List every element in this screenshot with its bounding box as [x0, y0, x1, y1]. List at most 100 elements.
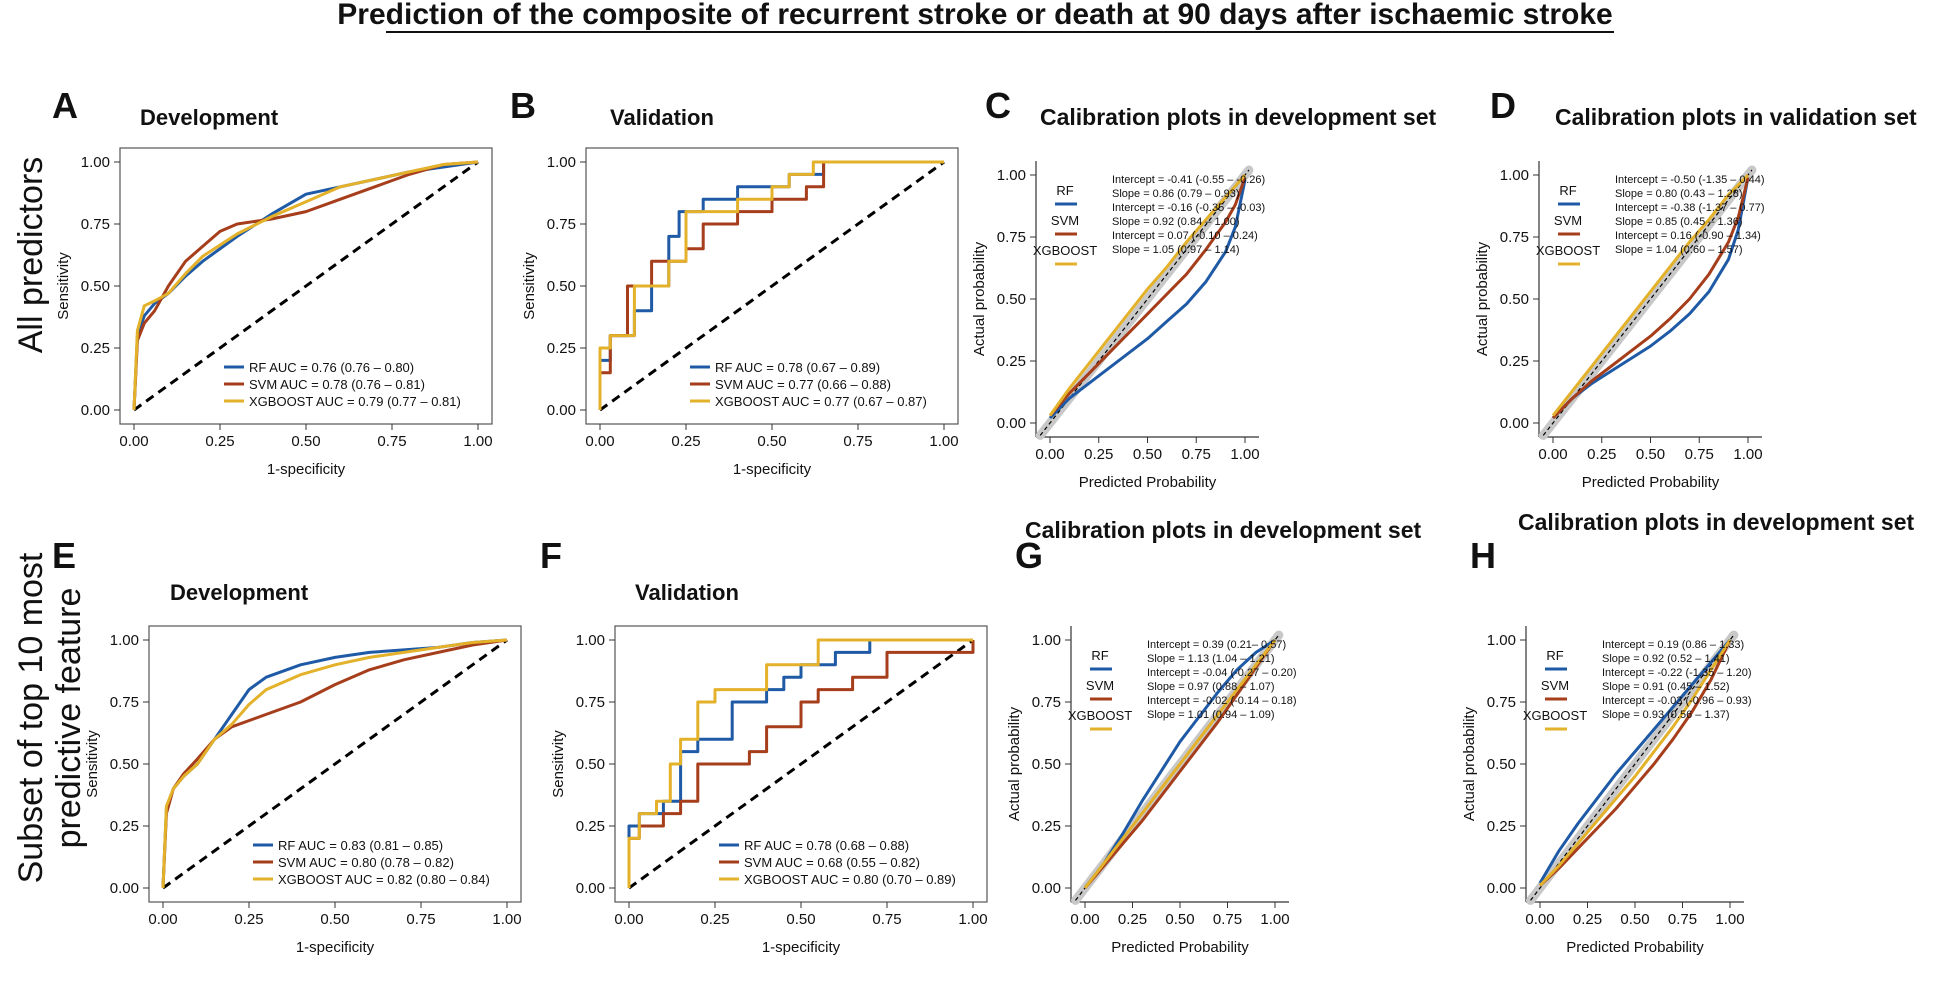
panel-g-title: Calibration plots in development set	[1025, 517, 1422, 543]
panel-g-ytick-label: 0.50	[1032, 756, 1061, 773]
row-label-subset-line1: Subset of top 10 most	[12, 552, 50, 883]
panel-a-ytick-label: 1.00	[81, 154, 110, 171]
panel-h-ylabel: Actual probability	[1461, 706, 1478, 821]
panel-a: A Development 0.00 0.00 0.25 0.25 0.50 0.50 0.75…	[52, 85, 493, 478]
panel-b-reference-diagonal	[599, 160, 945, 412]
panel-a-xlabel: 1-specificity	[267, 461, 346, 478]
panel-b-legend-label-xgboost: XGBOOST AUC = 0.77 (0.67 – 0.87)	[715, 394, 927, 409]
panel-b-ytick-label: 0.25	[547, 340, 576, 357]
panel-h-xtick-label: 0.00	[1525, 911, 1554, 928]
panel-d-xtick-label: 0.00	[1538, 446, 1567, 463]
panel-e-xtick-label: 0.50	[320, 911, 349, 928]
panel-d-title: Calibration plots in validation set	[1555, 104, 1917, 130]
panel-g-legend-name-svm: SVM	[1086, 678, 1114, 693]
panel-g-letter: G	[1015, 535, 1043, 576]
panel-g-xtick-label: 1.00	[1260, 911, 1289, 928]
row-label-all-predictors: All predictors	[12, 157, 50, 354]
panel-g-ylabel: Actual probability	[1006, 706, 1023, 821]
panel-f-xtick-label: 0.00	[614, 911, 643, 928]
panel-e-xlabel: 1-specificity	[296, 939, 375, 956]
panel-c-legend-name-xgboost: XGBOOST	[1033, 243, 1097, 258]
panel-a-legend-label-svm: SVM AUC = 0.78 (0.76 – 0.81)	[249, 377, 425, 392]
panel-f-legend-label-xgboost: XGBOOST AUC = 0.80 (0.70 – 0.89)	[744, 872, 956, 887]
panel-c-series-xgboost	[1048, 174, 1247, 417]
panel-b-title: Validation	[610, 105, 714, 130]
panel-c-xtick-label: 0.00	[1035, 446, 1064, 463]
panel-b: B Validation 0.00 0.00 0.25 0.25 0.50 0.50 0.75 0…	[510, 85, 959, 478]
panel-h-xtick-label: 0.50	[1620, 911, 1649, 928]
panel-g-xtick-label: 0.75	[1213, 911, 1242, 928]
panel-d-series-rf	[1551, 177, 1750, 420]
panel-a-series-xgboost	[132, 160, 479, 411]
panel-a-reference-diagonal	[133, 160, 479, 412]
panel-f-series-svm	[627, 640, 975, 888]
panel-e-xtick-label: 1.00	[492, 911, 521, 928]
panel-h-stat-line: Intercept = 0.19 (0.86 – 1.33)	[1602, 639, 1744, 651]
panel-f-xtick-label: 1.00	[958, 911, 987, 928]
panel-d-stat-line: Intercept = -0.50 (-1.35 – 0.44)	[1615, 174, 1765, 186]
panel-h-title: Calibration plots in development set	[1518, 509, 1915, 535]
panel-d-ytick-label: 1.00	[1500, 167, 1529, 184]
panel-d-ytick-label: 0.25	[1500, 353, 1529, 370]
panel-a-xtick-label: 0.50	[291, 433, 320, 450]
panel-h-legend-name-svm: SVM	[1541, 678, 1569, 693]
panel-d-stat-line: Intercept = 0.16 (-0.90 – 1.34)	[1615, 230, 1761, 242]
panel-h-stat-line: Slope = 0.92 (0.52 – 1.41)	[1602, 653, 1730, 665]
panel-h-ytick-label: 0.75	[1487, 694, 1516, 711]
panel-h-legend-name-xgboost: XGBOOST	[1523, 708, 1587, 723]
panel-c-stat-line: Slope = 0.92 (0.84 – 1.00)	[1112, 216, 1240, 228]
panel-f-ytick-label: 0.50	[576, 756, 605, 773]
panel-d: D Calibration plots in validation set 0.00…	[1474, 85, 1917, 491]
panel-h-stat-line: Intercept = -0.03 (-0.96 – 0.93)	[1602, 695, 1752, 707]
panel-b-xtick-label: 0.00	[585, 433, 614, 450]
panel-g-legend-name-xgboost: XGBOOST	[1068, 708, 1132, 723]
panel-a-ytick-label: 0.25	[81, 340, 110, 357]
panel-f-title: Validation	[635, 580, 739, 605]
panel-a-title: Development	[140, 105, 279, 130]
panel-g-stat-line: Slope = 1.01 (0.94 – 1.09)	[1147, 709, 1275, 721]
panel-e-xtick-label: 0.75	[406, 911, 435, 928]
panel-c-stat-line: Slope = 1.05 (0.97 – 1.14)	[1112, 244, 1240, 256]
panel-g-ytick-label: 0.75	[1032, 694, 1061, 711]
panel-d-series-svm	[1551, 177, 1750, 420]
panel-f-legend-label-svm: SVM AUC = 0.68 (0.55 – 0.82)	[744, 855, 920, 870]
panel-h-stat-line: Slope = 0.93 (0.56 – 1.37)	[1602, 709, 1730, 721]
panel-c-ylabel: Actual probability	[971, 241, 988, 356]
panel-g-stat-line: Intercept = 0.39 (0.21– 0.57)	[1147, 639, 1286, 651]
panel-b-xtick-label: 0.50	[757, 433, 786, 450]
panel-d-legend-name-xgboost: XGBOOST	[1536, 243, 1600, 258]
panel-f-xtick-label: 0.25	[700, 911, 729, 928]
panel-f-series-xgboost	[627, 638, 973, 888]
panel-d-xtick-label: 1.00	[1733, 446, 1762, 463]
panel-b-legend-label-rf: RF AUC = 0.78 (0.67 – 0.89)	[715, 360, 880, 375]
panel-h-letter: H	[1470, 535, 1496, 576]
panel-d-ideal-diagonal	[1542, 169, 1753, 436]
panel-a-ylabel: Sensitivity	[55, 252, 72, 320]
panel-f-xtick-label: 0.75	[872, 911, 901, 928]
panel-d-legend-name-rf: RF	[1559, 183, 1576, 198]
panel-e-ytick-label: 0.25	[110, 818, 139, 835]
panel-d-ytick-label: 0.75	[1500, 229, 1529, 246]
panel-b-ytick-label: 0.75	[547, 216, 576, 233]
panel-f-ytick-label: 0.75	[576, 694, 605, 711]
panel-b-series-xgboost	[598, 160, 944, 410]
panel-e-ytick-label: 0.75	[110, 694, 139, 711]
panel-a-ytick-label: 0.50	[81, 278, 110, 295]
panel-b-ytick-label: 0.00	[547, 402, 576, 419]
panel-b-legend-label-svm: SVM AUC = 0.77 (0.66 – 0.88)	[715, 377, 891, 392]
panel-h-series-svm	[1538, 639, 1732, 887]
panel-a-xtick-label: 0.25	[205, 433, 234, 450]
panel-c-ytick-label: 0.25	[997, 353, 1026, 370]
panel-c-legend-name-svm: SVM	[1051, 213, 1079, 228]
panel-a-ytick-label: 0.75	[81, 216, 110, 233]
panel-c-xtick-label: 0.75	[1182, 446, 1211, 463]
panel-b-xtick-label: 1.00	[929, 433, 958, 450]
panel-c: C Calibration plots in development set 0.0…	[971, 85, 1437, 491]
panel-h-legend-name-rf: RF	[1546, 648, 1563, 663]
panel-h-ytick-label: 1.00	[1487, 632, 1516, 649]
panel-d-xlabel: Predicted Probability	[1582, 474, 1720, 491]
panel-h-ytick-label: 0.00	[1487, 880, 1516, 897]
panel-c-title: Calibration plots in development set	[1040, 104, 1437, 130]
panel-e-legend-label-svm: SVM AUC = 0.80 (0.78 – 0.82)	[278, 855, 454, 870]
